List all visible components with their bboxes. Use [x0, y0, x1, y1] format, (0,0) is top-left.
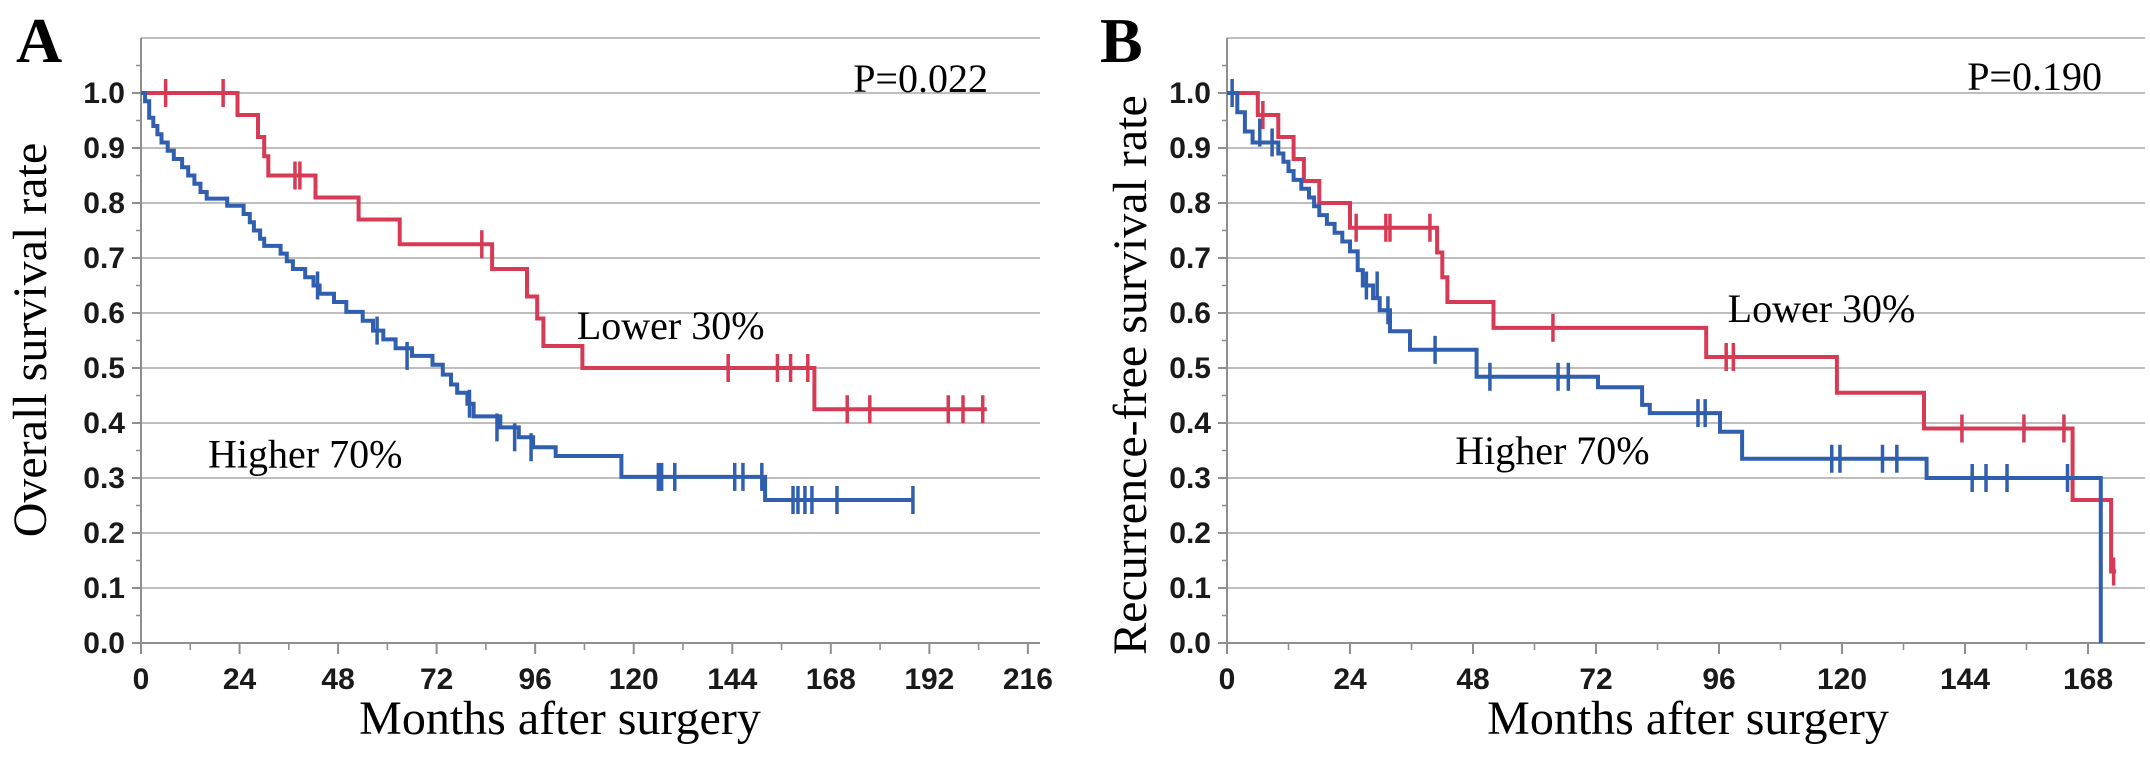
- panel-letter-A: A: [16, 5, 62, 76]
- x-tick-label: 24: [223, 663, 257, 696]
- x-tick-label: 216: [1003, 663, 1053, 696]
- x-axis-title-A: Months after surgery: [359, 692, 761, 745]
- x-tick-label: 72: [420, 663, 453, 696]
- y-tick-label: 0.9: [83, 132, 125, 165]
- y-tick-label: 0.0: [83, 627, 125, 660]
- x-tick-label: 96: [1702, 663, 1735, 696]
- y-tick-label: 0.6: [1169, 297, 1211, 330]
- y-axis-title-B: Recurrence-free survival rate: [1104, 95, 1157, 655]
- survival-curve-lower-30-A: [141, 91, 987, 412]
- x-tick-label: 24: [1333, 663, 1367, 696]
- p-value-B: P=0.190: [1967, 54, 2102, 99]
- survival-curve-lower-30-B: [1227, 91, 2117, 574]
- y-tick-label: 0.2: [83, 517, 125, 550]
- survival-curve-higher-70-B: [1227, 91, 2103, 643]
- x-tick-label: 192: [904, 663, 954, 696]
- y-tick-label: 0.3: [1169, 462, 1211, 495]
- panel-letter-B: B: [1100, 5, 1143, 76]
- y-tick-label: 0.1: [1169, 572, 1211, 605]
- curve-label-higher-70-B: Higher 70%: [1455, 428, 1649, 473]
- x-tick-label: 0: [1219, 663, 1236, 696]
- x-tick-label: 168: [806, 663, 856, 696]
- p-value-A: P=0.022: [853, 56, 988, 101]
- x-axis-title-B: Months after surgery: [1487, 692, 1889, 745]
- curve-label-higher-70-A: Higher 70%: [208, 431, 402, 476]
- x-tick-label: 48: [1456, 663, 1489, 696]
- y-tick-label: 0.7: [1169, 242, 1211, 275]
- y-tick-label: 0.7: [83, 242, 125, 275]
- y-tick-label: 0.0: [1169, 627, 1211, 660]
- panel-B: 0 24 48 72 96 120 144 168 0.0 0.1 0.2 0.3 0.4 0.5 0.6 0…: [1100, 5, 2145, 745]
- panel-A: 0 24 48 72 96 120 144 168 192 216 0.0 0.1 0.2 0.3 0.4 0…: [4, 5, 1053, 745]
- y-axis-title-A: Overall survival rate: [4, 143, 57, 538]
- y-tick-label: 0.4: [1169, 407, 1211, 440]
- x-tick-label: 72: [1579, 663, 1612, 696]
- x-tick-label: 96: [518, 663, 551, 696]
- y-tick-label: 0.8: [83, 187, 125, 220]
- curve-label-lower-30-B: Lower 30%: [1728, 286, 1916, 331]
- x-tick-label: 168: [2063, 663, 2113, 696]
- y-tick-label: 0.4: [83, 407, 125, 440]
- x-tick-label: 144: [707, 663, 757, 696]
- y-tick-label: 0.3: [83, 462, 125, 495]
- curve-label-lower-30-A: Lower 30%: [577, 303, 765, 348]
- x-tick-label: 0: [133, 663, 150, 696]
- y-tick-label: 0.2: [1169, 517, 1211, 550]
- y-tick-label: 0.8: [1169, 187, 1211, 220]
- y-tick-label: 1.0: [1169, 77, 1211, 110]
- y-tick-label: 1.0: [83, 77, 125, 110]
- y-tick-label: 0.9: [1169, 132, 1211, 165]
- y-tick-label: 0.1: [83, 572, 125, 605]
- x-tick-label: 120: [609, 663, 659, 696]
- y-tick-label: 0.5: [83, 352, 125, 385]
- y-tick-label: 0.5: [1169, 352, 1211, 385]
- x-tick-label: 48: [321, 663, 354, 696]
- x-tick-label: 144: [1940, 663, 1990, 696]
- x-tick-label: 120: [1817, 663, 1867, 696]
- y-tick-label: 0.6: [83, 297, 125, 330]
